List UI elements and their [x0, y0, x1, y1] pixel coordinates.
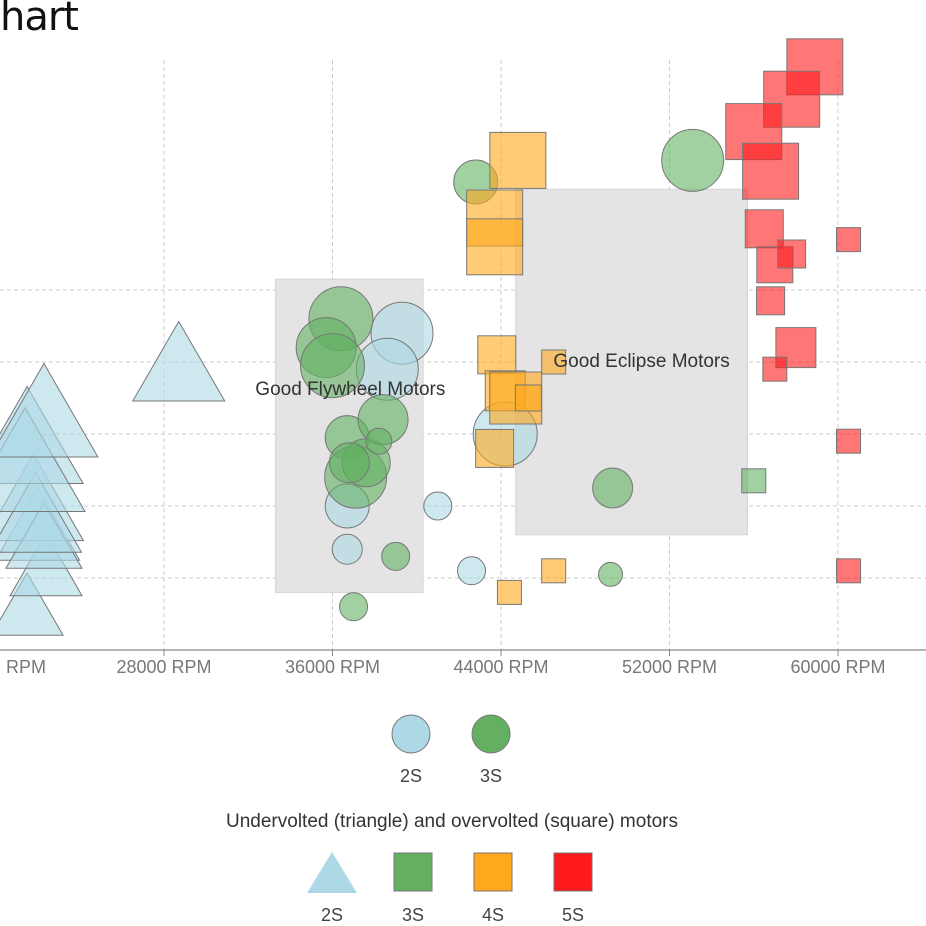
data-point-square	[836, 558, 862, 584]
legend-title: Undervolted (triangle) and overvolted (s…	[226, 811, 678, 832]
x-tick-label: 44000 RPM	[453, 657, 548, 677]
data-point-square	[466, 218, 524, 276]
data-point-circle	[598, 561, 624, 587]
legend-label: 2S	[321, 905, 343, 925]
zone-label: Good Eclipse Motors	[553, 351, 729, 372]
data-point-square	[475, 428, 515, 468]
data-point-circle	[457, 556, 487, 586]
legend-label: 4S	[482, 905, 504, 925]
data-point-circle	[423, 491, 453, 521]
data-point-circle	[328, 442, 370, 484]
x-tick-label: RPM	[6, 657, 46, 677]
data-point-square	[477, 335, 517, 375]
legend: 2S 3S Undervolted (triangle) and overvolte…	[226, 714, 678, 925]
data-point-triangle	[0, 471, 83, 553]
data-point-square	[756, 286, 786, 316]
data-point-circle	[331, 533, 363, 565]
legend-triangle-2S	[307, 852, 357, 893]
data-point-circle	[339, 592, 369, 622]
data-point-square	[836, 428, 862, 454]
x-tick-label: 28000 RPM	[116, 657, 211, 677]
x-tick-label: 52000 RPM	[622, 657, 717, 677]
data-point-triangle	[0, 362, 99, 458]
zone-label-layer: Good Flywheel Motors Good Eclipse Motors	[255, 351, 729, 400]
mark-layer	[0, 38, 862, 636]
data-point-square	[496, 579, 522, 605]
data-point-square	[489, 131, 547, 189]
x-tick-label: 36000 RPM	[285, 657, 380, 677]
x-tick-label: 60000 RPM	[790, 657, 885, 677]
data-point-square	[541, 349, 567, 375]
page-title: hart	[0, 0, 79, 40]
legend-label: 2S	[400, 766, 422, 786]
legend-square-4S	[473, 852, 513, 892]
data-point-circle	[381, 541, 411, 571]
zone-label: Good Flywheel Motors	[255, 379, 445, 400]
data-point-circle	[661, 128, 725, 192]
data-point-square	[514, 384, 542, 412]
legend-circle-3S	[471, 714, 511, 754]
data-point-triangle	[0, 572, 64, 636]
data-point-square	[836, 227, 862, 253]
data-point-square	[744, 209, 784, 249]
data-point-square	[742, 142, 800, 200]
data-point-triangle	[131, 320, 226, 402]
legend-square-5S	[553, 852, 593, 892]
data-point-square	[541, 558, 567, 584]
legend-label: 3S	[402, 905, 424, 925]
data-point-square	[762, 356, 788, 382]
data-point-circle	[300, 333, 365, 399]
data-point-circle	[592, 467, 634, 509]
data-point-square	[777, 239, 807, 269]
x-axis: RPM 28000 RPM 36000 RPM 44000 RPM 52000 RPM 6…	[0, 649, 926, 677]
data-point-circle	[365, 427, 393, 455]
legend-circle-2S	[391, 714, 431, 754]
data-point-square	[741, 468, 767, 494]
legend-label: 5S	[562, 905, 584, 925]
legend-square-3S	[393, 852, 433, 892]
legend-label: 3S	[480, 766, 502, 786]
